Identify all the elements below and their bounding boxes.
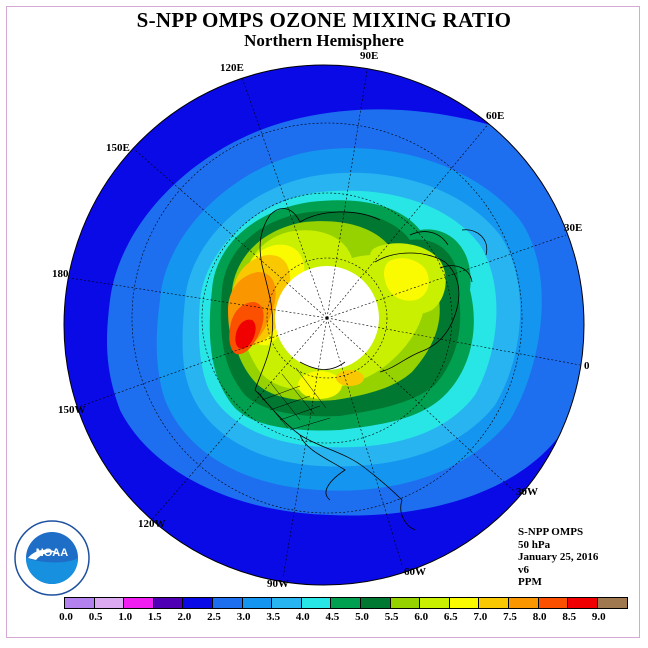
lon-label-90e: 90E <box>360 50 379 62</box>
colorbar-tick-label: 2.5 <box>207 611 221 623</box>
colorbar-tick-label: 1.5 <box>147 611 162 623</box>
colorbar-tick-label: 5.0 <box>355 611 369 623</box>
map-boundary <box>63 64 585 586</box>
colorbar-tick-label: 0.0 <box>59 611 73 623</box>
colorbar-swatch <box>301 598 332 608</box>
colorbar-swatch <box>331 598 361 608</box>
colorbar-tick-label: 9.0 <box>591 611 606 623</box>
colorbar-tick-label: 1.0 <box>118 611 133 623</box>
colorbar-tick-label: 3.0 <box>236 611 251 623</box>
lon-label-60w: 60W <box>404 566 426 578</box>
colorbar-swatch <box>124 598 154 608</box>
band-6-5-south2 <box>336 370 364 386</box>
lon-label-120w: 120W <box>138 518 166 530</box>
colorbar-tick-label: 0.5 <box>88 611 103 623</box>
colorbar-swatch <box>508 598 539 608</box>
colorbar-tick-label: 8.5 <box>562 611 577 623</box>
lon-label-90w: 90W <box>267 578 289 590</box>
colorbar-tick-label: 4.0 <box>295 611 310 623</box>
state-boundaries <box>257 367 331 431</box>
colorbar-tick-label: 4.5 <box>325 611 340 623</box>
lon-label-30e: 30E <box>564 222 583 234</box>
colorbar-swatch <box>538 598 569 608</box>
noaa-logo-text: NOAA <box>36 547 68 559</box>
lon-label-180: 180 <box>52 268 69 280</box>
product-info: S-NPP OMPS 50 hPa January 25, 2016 v6 PP… <box>518 526 598 589</box>
colorbar-swatch <box>479 598 509 608</box>
colorbar-tick-label: 8.0 <box>532 611 547 623</box>
colorbar-swatch <box>390 598 421 608</box>
info-version: v6 <box>518 563 529 576</box>
map-title: S-NPP OMPS OZONE MIXING RATIO <box>136 8 512 32</box>
colorbar-swatch <box>212 598 243 608</box>
colorbar-swatch <box>183 598 213 608</box>
colorbar-tick-label: 5.5 <box>384 611 399 623</box>
info-instrument: S-NPP OMPS <box>518 526 584 538</box>
lon-label-0: 0 <box>584 360 590 372</box>
band-6-5-south <box>298 371 342 399</box>
lon-label-150w: 150W <box>58 404 86 416</box>
graticule <box>69 65 581 579</box>
colorbar-tick-label: 6.5 <box>443 611 458 623</box>
info-level: 50 hPa <box>518 538 551 551</box>
colorbar-tick-label: 7.0 <box>473 611 488 623</box>
info-units: PPM <box>518 576 542 588</box>
colorbar-swatch <box>597 598 628 608</box>
colorbar-swatch <box>568 598 598 608</box>
lon-label-30w: 30W <box>516 486 538 498</box>
band-6-5-east <box>383 258 429 301</box>
colorbar-swatch <box>360 598 391 608</box>
colorbar-tick-label: 2.0 <box>177 611 192 623</box>
colorbar <box>64 597 629 609</box>
colorbar-swatch <box>94 598 125 608</box>
band-8-5 <box>235 319 256 349</box>
info-date: January 25, 2016 <box>518 551 599 563</box>
lon-label-120e: 120E <box>220 62 244 74</box>
colorbar-swatch <box>65 598 95 608</box>
colorbar-swatch <box>242 598 273 608</box>
colorbar-tick-label: 7.5 <box>503 611 517 623</box>
colorbar-tick-label: 3.5 <box>266 611 281 623</box>
colorbar-swatch <box>153 598 184 608</box>
colorbar-swatch <box>449 598 480 608</box>
noaa-logo: NOAA <box>14 520 90 596</box>
lon-label-150e: 150E <box>106 142 130 154</box>
page-frame <box>6 6 640 638</box>
colorbar-swatch <box>420 598 450 608</box>
colorbar-swatch <box>272 598 302 608</box>
map-subtitle: Northern Hemisphere <box>244 31 404 50</box>
lon-label-60e: 60E <box>486 110 505 122</box>
colorbar-tick-label: 6.0 <box>414 611 429 623</box>
